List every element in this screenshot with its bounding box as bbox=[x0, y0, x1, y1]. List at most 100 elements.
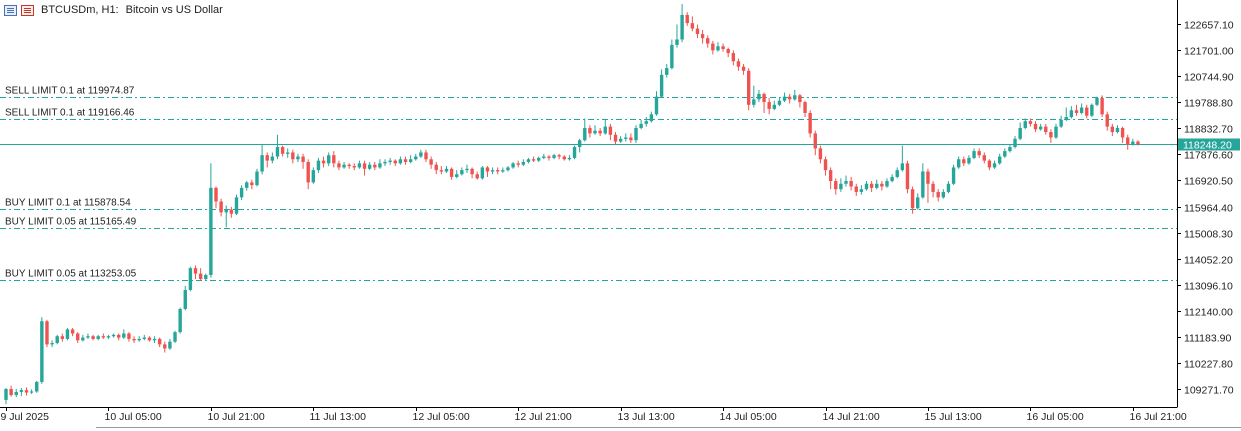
candle-body bbox=[670, 44, 674, 69]
candle-body bbox=[35, 381, 39, 392]
candle-body bbox=[460, 170, 464, 175]
chart-list-icon[interactable] bbox=[4, 4, 17, 16]
candle-body bbox=[557, 155, 561, 157]
candle-body bbox=[634, 127, 638, 141]
candle-body bbox=[977, 151, 981, 156]
candle-body bbox=[613, 134, 618, 142]
candle-body bbox=[1023, 121, 1027, 128]
candle-body bbox=[598, 130, 602, 134]
candle-body bbox=[301, 156, 305, 162]
price-tick-label: 110227.80 bbox=[1184, 359, 1233, 371]
candle-body bbox=[823, 159, 828, 171]
candle-body bbox=[1049, 132, 1053, 138]
candle-body bbox=[787, 96, 792, 100]
candle-body bbox=[521, 161, 526, 165]
candle-body bbox=[706, 38, 710, 44]
candle-body bbox=[116, 334, 121, 338]
candle-body bbox=[260, 155, 264, 172]
time-tick-label: 10 Jul 21:00 bbox=[208, 411, 265, 423]
candle-body bbox=[962, 159, 966, 164]
candle-body bbox=[880, 183, 884, 187]
order-level-label: SELL LIMIT 0.1 at 119974.87 bbox=[5, 86, 135, 97]
candle-body bbox=[178, 308, 182, 333]
candle-body bbox=[624, 137, 628, 139]
price-tick-label: 113096.10 bbox=[1184, 281, 1233, 293]
candle-body bbox=[885, 181, 889, 187]
chart-header: BTCUSDm, H1: Bitcoin vs US Dollar bbox=[4, 3, 223, 17]
candle-body bbox=[29, 391, 34, 393]
candle-body bbox=[188, 268, 193, 290]
candle-body bbox=[577, 140, 582, 148]
candle-body bbox=[76, 333, 80, 341]
candle-body bbox=[864, 183, 869, 190]
candle-body bbox=[280, 147, 285, 154]
candle-body bbox=[275, 147, 280, 157]
time-tick-label: 16 Jul 21:00 bbox=[1130, 411, 1187, 423]
candle-body bbox=[373, 164, 377, 168]
candle-body bbox=[716, 46, 720, 51]
price-tick-label: 109271.70 bbox=[1184, 385, 1234, 397]
candle-body bbox=[347, 164, 351, 167]
candle-body bbox=[839, 183, 843, 190]
price-tick-label: 122657.10 bbox=[1184, 20, 1234, 32]
candle-body bbox=[1110, 126, 1115, 133]
candle-body bbox=[890, 176, 894, 182]
candle-body bbox=[1090, 104, 1094, 116]
candle-body bbox=[808, 112, 812, 134]
candle-body bbox=[9, 389, 13, 396]
candle-body bbox=[767, 102, 771, 109]
candle-body bbox=[731, 53, 736, 62]
candle-body bbox=[736, 61, 741, 67]
candle-body bbox=[321, 160, 326, 164]
candle-body bbox=[992, 163, 997, 168]
candle-body bbox=[552, 155, 556, 158]
candle-body bbox=[818, 148, 823, 160]
price-tick-label: 116920.50 bbox=[1184, 176, 1233, 188]
candle-body bbox=[542, 156, 546, 158]
candle-body bbox=[388, 160, 392, 162]
candle-body bbox=[286, 152, 290, 154]
candle-body bbox=[1018, 127, 1022, 139]
candle-body bbox=[951, 167, 956, 184]
candle-body bbox=[137, 338, 141, 341]
order-level-label: BUY LIMIT 0.05 at 113253.05 bbox=[5, 269, 137, 280]
price-tick-label: 111183.90 bbox=[1184, 333, 1231, 345]
time-tick-label: 16 Jul 05:00 bbox=[1027, 411, 1084, 423]
symbol-depth-icon[interactable] bbox=[21, 4, 34, 16]
candle-body bbox=[239, 187, 244, 198]
candle-body bbox=[214, 187, 218, 202]
candle-body bbox=[1013, 138, 1017, 148]
candle-body bbox=[398, 159, 403, 164]
candle-body bbox=[183, 289, 187, 309]
candle-body bbox=[1064, 117, 1068, 120]
candle-body bbox=[408, 159, 413, 162]
candle-body bbox=[444, 168, 449, 172]
candle-body bbox=[1131, 141, 1135, 145]
time-tick-label: 10 Jul 05:00 bbox=[105, 411, 162, 423]
candle-body bbox=[245, 182, 249, 188]
candle-body bbox=[81, 337, 85, 341]
price-tick-label: 115008.30 bbox=[1184, 229, 1233, 241]
candle-body bbox=[45, 321, 49, 345]
candle-body bbox=[70, 329, 75, 334]
candle-body bbox=[659, 74, 664, 97]
candle-body bbox=[316, 160, 321, 171]
candle-body bbox=[234, 197, 239, 214]
candle-body bbox=[608, 126, 613, 135]
candle-body bbox=[782, 96, 787, 101]
candle-body bbox=[941, 191, 946, 198]
candle-body bbox=[916, 197, 920, 209]
candle-body bbox=[593, 130, 597, 134]
price-tick-label: 118832.70 bbox=[1184, 124, 1233, 136]
candle-body bbox=[198, 273, 203, 280]
candle-body bbox=[291, 152, 295, 160]
candle-body bbox=[419, 152, 423, 157]
candle-body bbox=[511, 163, 515, 168]
candle-body bbox=[675, 39, 679, 45]
candle-body bbox=[367, 164, 372, 169]
candle-body bbox=[1105, 114, 1109, 127]
candle-body bbox=[122, 333, 126, 338]
candle-body bbox=[777, 100, 782, 105]
candle-body bbox=[173, 332, 177, 342]
